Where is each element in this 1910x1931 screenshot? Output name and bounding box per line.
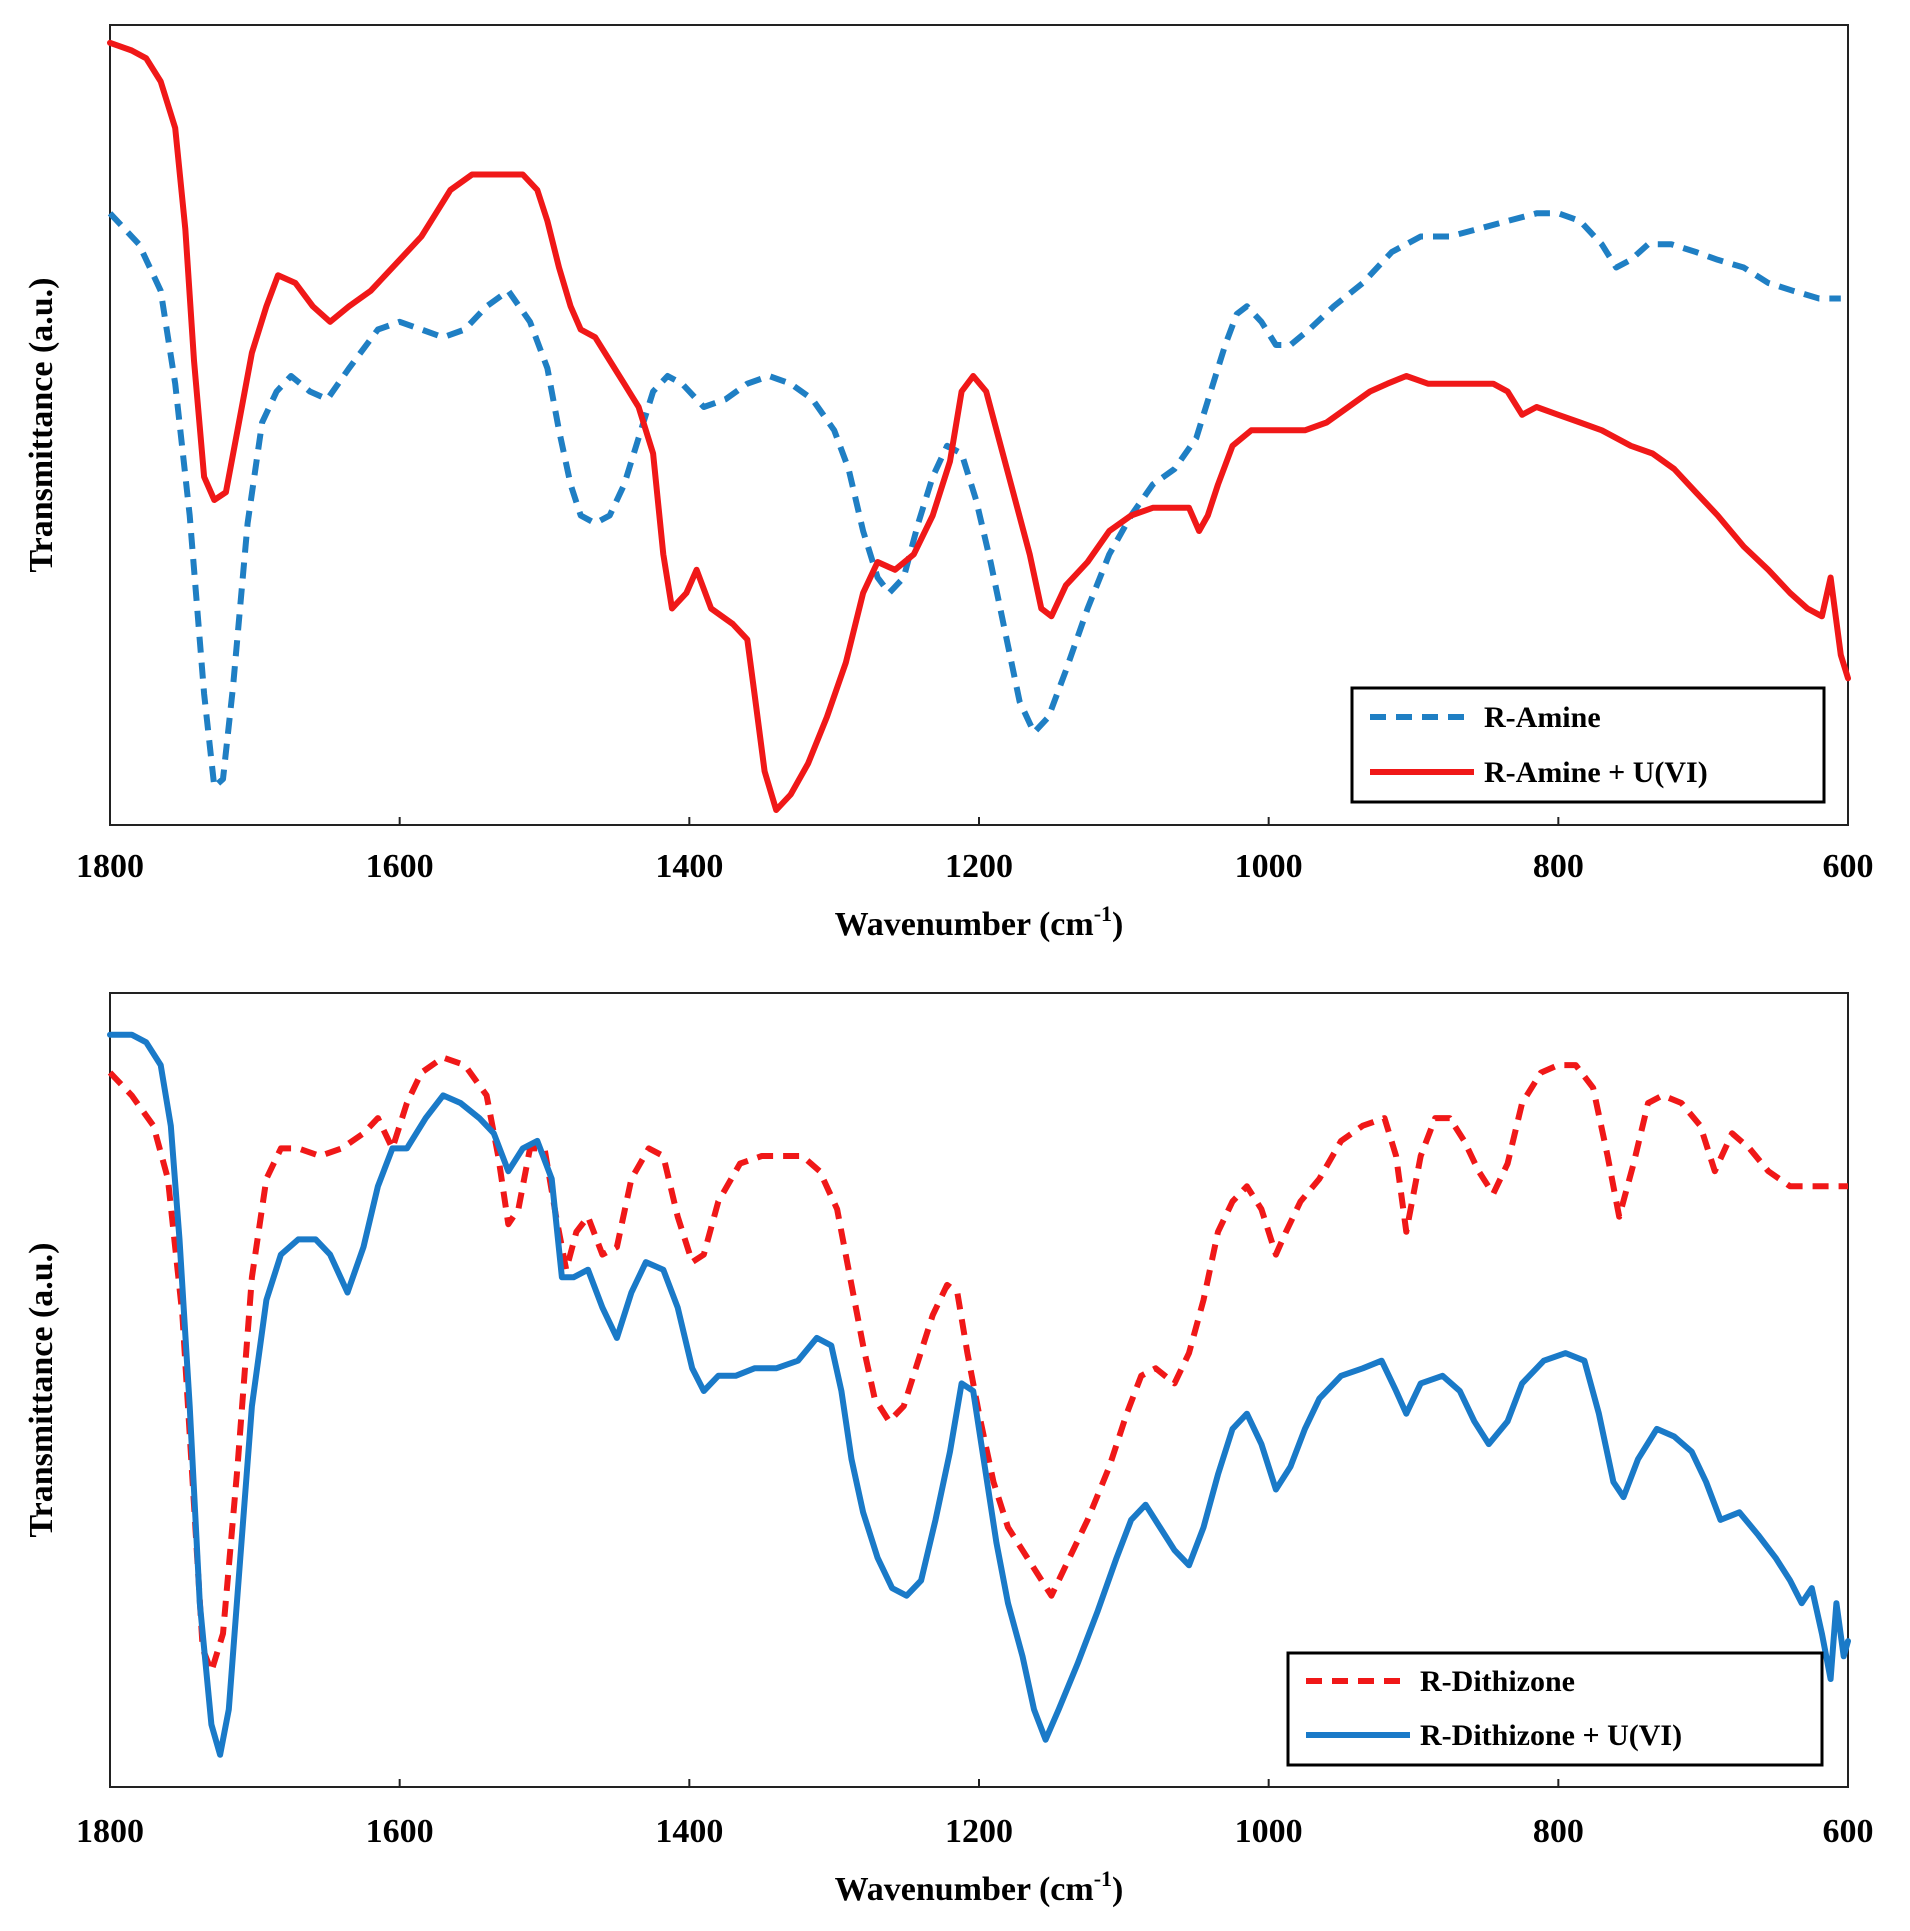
- series-line-r-dithizone: [107, 1054, 1848, 1675]
- x-tick-label-600: 600: [1823, 848, 1874, 885]
- x-tick-label-1400: 1400: [655, 848, 723, 885]
- series-group: [107, 39, 1851, 813]
- y-axis-title: Transmittance (a.u.): [23, 1243, 60, 1538]
- legend-label-r-amine: R-Amine: [1484, 701, 1601, 734]
- x-tick-label-1200: 1200: [945, 848, 1013, 885]
- series-line-r-amine-u-vi: [107, 39, 1851, 813]
- x-tick-label-1000: 1000: [1235, 1813, 1303, 1850]
- legend-label-r-dithizone: R-Dithizone: [1420, 1665, 1575, 1698]
- x-tick-label-1000: 1000: [1235, 848, 1303, 885]
- x-tick-labels: 1800 1600 1400 1200 1000 800 600: [76, 1813, 1874, 1850]
- x-axis-title: Wavenumber (cm-1): [835, 901, 1124, 943]
- x-tick-label-1200: 1200: [945, 1813, 1013, 1850]
- chart-panel-bottom: 1800 1600 1400 1200 1000 800 600 Wavenumber (c…: [23, 992, 1874, 1908]
- y-axis-title: Transmittance (a.u.): [23, 278, 60, 573]
- chart-panel-top: 1800 1600 1400 1200 1000 800 600 Wavenumber (c…: [23, 24, 1874, 943]
- series-group: [107, 1031, 1851, 1758]
- legend-box: [1350, 686, 1826, 804]
- x-tick-label-1800: 1800: [76, 848, 144, 885]
- legend-label-r-dithizone-uvi: R-Dithizone + U(VI): [1420, 1719, 1682, 1752]
- x-axis-title: Wavenumber (cm-1): [835, 1866, 1124, 1908]
- x-ticks: [109, 1779, 1849, 1787]
- series-line-r-amine: [107, 210, 1841, 790]
- x-tick-label-1400: 1400: [655, 1813, 723, 1850]
- legend-label-r-amine-uvi: R-Amine + U(VI): [1484, 756, 1708, 789]
- x-tick-label-1800: 1800: [76, 1813, 144, 1850]
- x-tick-label-1600: 1600: [366, 848, 434, 885]
- x-tick-label-800: 800: [1533, 1813, 1584, 1850]
- x-tick-labels: 1800 1600 1400 1200 1000 800 600: [76, 848, 1874, 885]
- x-ticks: [109, 817, 1849, 825]
- legend: R-Dithizone R-Dithizone + U(VI): [1286, 1651, 1824, 1767]
- x-tick-label-800: 800: [1533, 848, 1584, 885]
- x-tick-label-1600: 1600: [366, 1813, 434, 1850]
- series-line-r-dithizone-u-vi: [107, 1031, 1851, 1758]
- legend-box: [1286, 1651, 1824, 1767]
- x-tick-label-600: 600: [1823, 1813, 1874, 1850]
- legend: R-Amine R-Amine + U(VI): [1350, 686, 1826, 804]
